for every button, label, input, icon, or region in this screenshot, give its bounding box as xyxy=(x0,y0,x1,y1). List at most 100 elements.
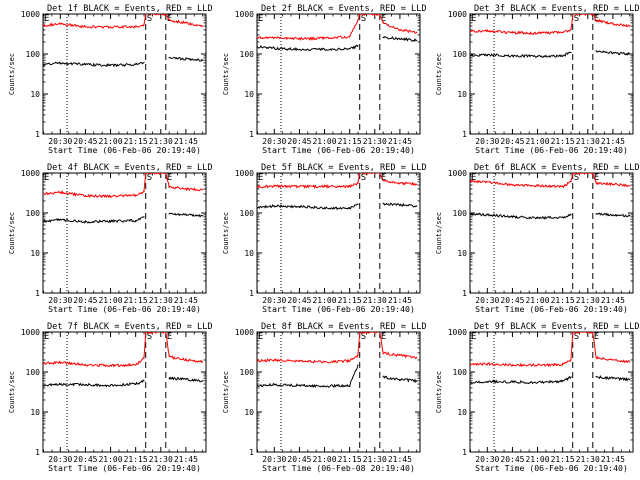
events-series-line xyxy=(257,203,359,211)
corner-marker: E xyxy=(258,173,263,183)
lld-point xyxy=(143,24,145,26)
events-point xyxy=(629,215,631,217)
lld-point xyxy=(595,19,597,21)
lld-point xyxy=(570,359,572,361)
events-series-line xyxy=(43,379,145,388)
events-point xyxy=(168,377,170,379)
panel-3: Det 3f BLACK = Events, RED = LLD 1 10 100 10… xyxy=(435,4,640,155)
events-point xyxy=(416,205,418,207)
lld-series-line xyxy=(470,173,630,189)
events-point xyxy=(511,55,514,57)
events-point xyxy=(399,204,401,206)
x-tick-label: 21:00 xyxy=(525,296,549,305)
lld-point xyxy=(257,360,259,362)
lld-point xyxy=(168,186,170,188)
lld-point xyxy=(168,19,170,21)
lld-point xyxy=(470,364,472,366)
lld-point xyxy=(298,185,301,188)
lld-point xyxy=(273,185,275,187)
lld-point xyxy=(59,361,61,363)
events-point xyxy=(257,46,259,48)
events-point xyxy=(109,64,112,66)
y-axis-label: Counts/sec xyxy=(222,371,230,413)
lld-point xyxy=(84,26,87,28)
events-point xyxy=(202,215,204,217)
lld-point xyxy=(592,173,594,174)
lld-point xyxy=(323,185,326,188)
lld-point xyxy=(135,26,137,28)
lld-point xyxy=(202,189,204,191)
lld-point xyxy=(185,359,187,361)
traces xyxy=(257,332,418,389)
traces xyxy=(470,332,631,385)
lld-point xyxy=(379,332,381,333)
x-tick-label: 20:30 xyxy=(48,137,72,146)
annotation-s: S xyxy=(574,14,579,24)
events-point xyxy=(135,219,137,222)
corner-marker: E xyxy=(44,14,49,24)
events-series-line xyxy=(257,44,359,52)
corner-marker: E xyxy=(44,173,49,183)
y-axis-label: Counts/sec xyxy=(222,212,230,254)
events-point xyxy=(257,207,259,209)
y-axis-label: Counts/sec xyxy=(435,53,443,95)
y-tick-label: 1 xyxy=(462,448,467,457)
panel-7: Det 7f BLACK = Events, RED = LLD 1 10 100 10… xyxy=(8,322,213,473)
x-tick-label: 21:45 xyxy=(601,137,625,146)
lld-point xyxy=(570,181,572,183)
lld-series-line xyxy=(43,332,203,368)
events-point xyxy=(185,378,187,381)
x-tick-label: 21:30 xyxy=(363,455,387,464)
y-tick-label: 1 xyxy=(249,289,254,298)
lld-point xyxy=(143,191,145,193)
annotation-e: E xyxy=(594,173,599,183)
y-axis-label: Counts/sec xyxy=(222,53,230,95)
annotation-e: E xyxy=(594,332,599,342)
panel-title: Det 7f BLACK = Events, RED = LLD xyxy=(47,322,213,332)
traces xyxy=(43,14,204,68)
events-point xyxy=(486,54,488,56)
x-tick-label: 20:30 xyxy=(475,455,499,464)
x-axis-label: Start Time (06-Feb-06 20:19:40) xyxy=(475,304,628,314)
lld-point xyxy=(84,364,87,366)
lld-point xyxy=(359,332,361,333)
events-series-line xyxy=(43,216,144,224)
lld-point xyxy=(379,173,381,174)
lld-point xyxy=(165,173,167,174)
events-series-line xyxy=(43,61,145,68)
events-point xyxy=(382,36,384,39)
corner-marker: E xyxy=(471,173,476,183)
traces xyxy=(257,14,418,52)
lld-point xyxy=(143,357,145,359)
lld-point xyxy=(349,360,351,362)
lld-point xyxy=(536,364,539,366)
annotation-s: S xyxy=(574,173,579,183)
panel-title: Det 9f BLACK = Events, RED = LLD xyxy=(474,322,640,332)
panel-8: Det 8f BLACK = Events, RED = LLD 1 10 100 10… xyxy=(222,322,427,473)
y-tick-label: 100 xyxy=(453,368,468,377)
lld-series-line xyxy=(257,332,418,364)
x-axis-label: Start Time (06-Feb-06 20:19:40) xyxy=(48,145,201,155)
lld-point xyxy=(165,332,167,333)
lld-point xyxy=(595,356,597,359)
lld-series-line xyxy=(43,14,203,29)
lld-point xyxy=(349,185,351,188)
lld-point xyxy=(595,182,597,184)
plot-frame xyxy=(469,331,634,453)
lld-point xyxy=(168,356,170,358)
plot-frame xyxy=(469,13,634,135)
x-axis-label: Start Time (06-Feb-06 20:19:40) xyxy=(262,304,415,314)
x-tick-label: 21:45 xyxy=(174,296,198,305)
x-axis-label: Start Time (06-Feb-06 20:19:40) xyxy=(48,463,201,473)
lld-point xyxy=(202,361,204,363)
x-tick-label: 21:00 xyxy=(312,296,336,305)
annotation-e: E xyxy=(167,14,172,24)
panel-4: Det 4f BLACK = Events, RED = LLD 1 10 100 10… xyxy=(8,163,213,314)
lld-point xyxy=(470,30,472,32)
panel-title: Det 5f BLACK = Events, RED = LLD xyxy=(261,163,427,173)
y-tick-label: 10 xyxy=(244,408,254,417)
lld-point xyxy=(416,356,418,359)
events-point xyxy=(612,52,614,54)
x-tick-label: 20:30 xyxy=(262,455,286,464)
lld-point xyxy=(59,23,61,25)
